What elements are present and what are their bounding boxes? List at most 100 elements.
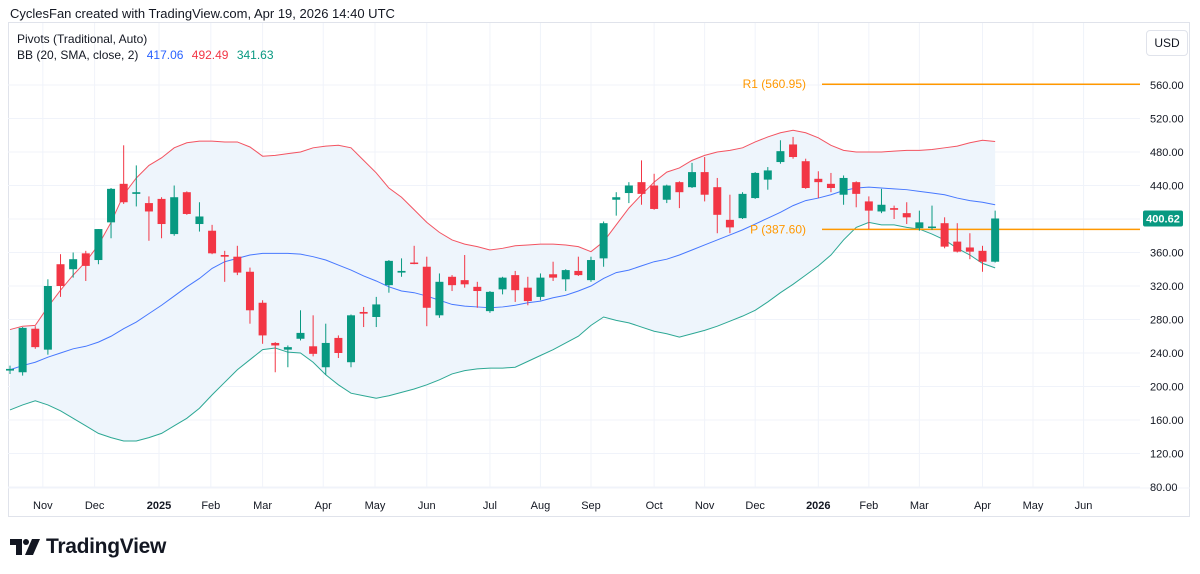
candle-body <box>397 270 406 273</box>
candle <box>296 310 305 341</box>
candle-body <box>498 277 507 290</box>
price-tick-label: 160.00 <box>1150 415 1184 427</box>
time-tick-label: Oct <box>646 500 663 512</box>
candle-body <box>852 182 861 194</box>
time-tick-label: May <box>365 500 386 512</box>
candle <box>612 192 621 216</box>
candle-body <box>372 304 381 317</box>
candle <box>523 276 532 306</box>
candle <box>927 205 936 230</box>
candle-body <box>826 183 835 189</box>
candle <box>713 177 722 234</box>
candle-body <box>132 192 141 194</box>
candle <box>69 252 78 278</box>
pivot-label: P (387.60) <box>750 222 806 236</box>
candle-body <box>599 223 608 259</box>
candle <box>473 281 482 308</box>
candle-body <box>271 342 280 346</box>
bb-lower-value: 341.63 <box>236 48 274 62</box>
candle-body <box>435 281 444 316</box>
last-price-label: 400.62 <box>1146 213 1180 225</box>
candle <box>675 181 684 209</box>
candle-body <box>410 262 419 265</box>
time-tick-label: Apr <box>974 500 991 512</box>
candle-body <box>460 280 469 285</box>
candle-body <box>81 253 90 266</box>
candle <box>940 217 949 249</box>
time-tick-label: Dec <box>745 500 765 512</box>
price-tick-label: 560.00 <box>1150 80 1184 92</box>
candle-body <box>612 197 621 200</box>
candle-body <box>789 144 798 158</box>
candle-body <box>586 260 595 281</box>
candle-body <box>321 342 330 368</box>
candle <box>599 221 608 267</box>
candle <box>738 192 747 219</box>
pivot-levels: R1 (560.95) P (387.60) <box>743 77 1140 236</box>
candle <box>650 173 659 210</box>
candle-body <box>624 185 633 194</box>
candle <box>56 254 65 297</box>
candle-body <box>56 264 65 286</box>
price-tick-label: 80.00 <box>1150 482 1178 494</box>
candle-body <box>890 208 899 210</box>
candle <box>195 202 204 232</box>
candle <box>18 327 27 376</box>
bb-legend[interactable]: BB (20, SMA, close, 2) 417.06 492.49 341… <box>17 47 274 63</box>
candle-body <box>864 201 873 211</box>
candle <box>789 136 798 159</box>
currency-button[interactable]: USD <box>1146 30 1188 56</box>
candle <box>372 296 381 328</box>
price-axis[interactable]: 560.00 520.00 480.00 440.00 360.00 320.00 280.… <box>1143 80 1184 494</box>
time-tick-label: Sep <box>581 500 601 512</box>
candle <box>321 323 330 375</box>
candle-body <box>536 277 545 297</box>
candle <box>384 260 393 293</box>
candle <box>915 210 924 231</box>
candle-body <box>877 204 886 212</box>
price-tick-label: 200.00 <box>1150 382 1184 394</box>
time-tick-label: Jun <box>1075 500 1093 512</box>
candle <box>965 233 974 260</box>
candle-body <box>915 222 924 229</box>
time-tick-label: Aug <box>531 500 551 512</box>
candle-body <box>991 218 1000 262</box>
candle-body <box>523 287 532 302</box>
pivots-legend[interactable]: Pivots (Traditional, Auto) <box>17 32 148 46</box>
candle-body <box>31 328 40 348</box>
candle-body <box>384 260 393 286</box>
candle-body <box>511 275 520 291</box>
time-tick-label: Jul <box>483 500 497 512</box>
bb-legend-label: BB (20, SMA, close, 2) <box>17 48 139 62</box>
candle <box>81 250 90 281</box>
tradingview-logo-icon <box>10 539 40 555</box>
candle <box>852 181 861 208</box>
candle-body <box>574 270 583 276</box>
price-tick-label: 360.00 <box>1150 248 1184 260</box>
candle-body <box>359 311 368 314</box>
candle <box>435 273 444 318</box>
candle <box>283 345 292 368</box>
candle <box>902 202 911 225</box>
candle <box>233 245 242 276</box>
candle-body <box>675 182 684 193</box>
indicator-legend: Pivots (Traditional, Auto) BB (20, SMA, … <box>17 31 274 63</box>
tradingview-logo: TradingView <box>10 535 166 559</box>
bb-upper-value: 492.49 <box>191 48 229 62</box>
time-axis[interactable]: Nov Dec 2025 Feb Mar Apr May Jun Jul Aug Sep Oct Nov… <box>33 500 1092 512</box>
candle-body <box>662 185 671 200</box>
candle-body <box>650 185 659 209</box>
candle-body <box>814 178 823 183</box>
candle-body <box>700 172 709 195</box>
candle <box>826 172 835 193</box>
candle <box>132 165 141 207</box>
candle <box>751 172 760 199</box>
candle <box>397 258 406 277</box>
candle <box>170 185 179 236</box>
candle <box>157 197 166 239</box>
candle <box>978 245 987 272</box>
candle-body <box>751 172 760 199</box>
candle <box>624 182 633 204</box>
time-tick-label: 2026 <box>806 500 830 512</box>
